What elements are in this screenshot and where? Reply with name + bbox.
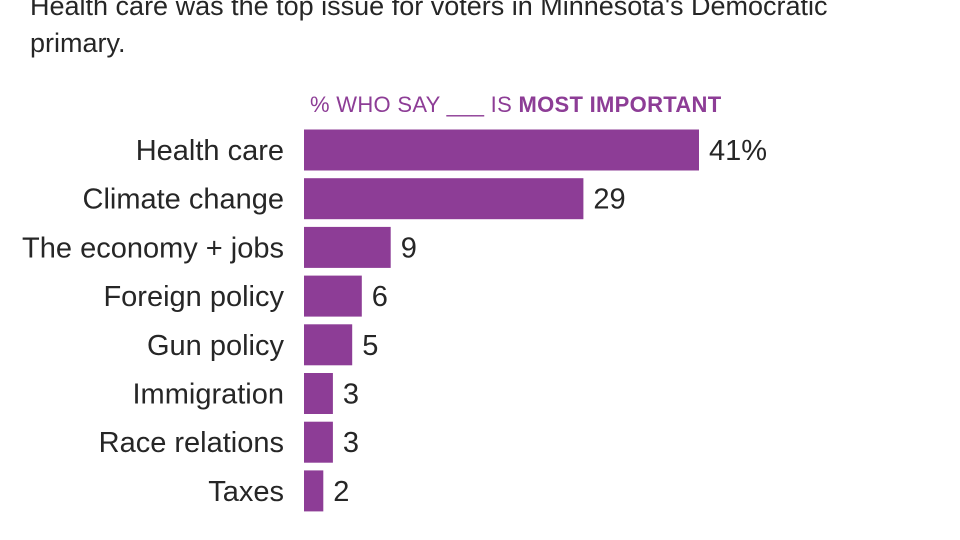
chart-headline: Health care was the top issue for voters… [30, 0, 828, 58]
category-label-immigration: Immigration [133, 379, 285, 411]
value-label-foreign-policy: 6 [372, 281, 388, 313]
category-label-foreign-policy: Foreign policy [103, 281, 284, 313]
category-label-gun-policy: Gun policy [147, 330, 285, 362]
bar-immigration [304, 373, 333, 414]
bar-gun-policy [304, 324, 353, 366]
value-label-gun-policy: 5 [362, 330, 378, 362]
bar-taxes [304, 470, 324, 512]
value-label-taxes: 2 [333, 476, 349, 508]
bar-health-care [304, 129, 699, 171]
bar-climate-change [304, 178, 584, 220]
value-label-health-care: 41% [709, 135, 767, 167]
subtitle-emphasis: MOST IMPORTANT [518, 92, 722, 117]
value-label-the-economy-jobs: 9 [401, 232, 417, 264]
category-label-climate-change: Climate change [83, 184, 285, 216]
bar-the-economy-jobs [304, 226, 391, 268]
chart-subtitle: % WHO SAY ___ IS MOST IMPORTANT [310, 92, 721, 118]
value-label-immigration: 3 [343, 379, 359, 411]
category-label-the-economy-jobs: The economy + jobs [22, 232, 284, 264]
subtitle-prefix: % WHO SAY ___ IS [310, 92, 519, 117]
value-label-race-relations: 3 [343, 427, 359, 459]
bar-race-relations [304, 421, 333, 463]
category-label-health-care: Health care [136, 135, 284, 167]
category-label-taxes: Taxes [208, 476, 284, 508]
category-label-race-relations: Race relations [99, 427, 284, 459]
value-label-climate-change: 29 [593, 184, 625, 216]
bar-foreign-policy [304, 275, 362, 317]
